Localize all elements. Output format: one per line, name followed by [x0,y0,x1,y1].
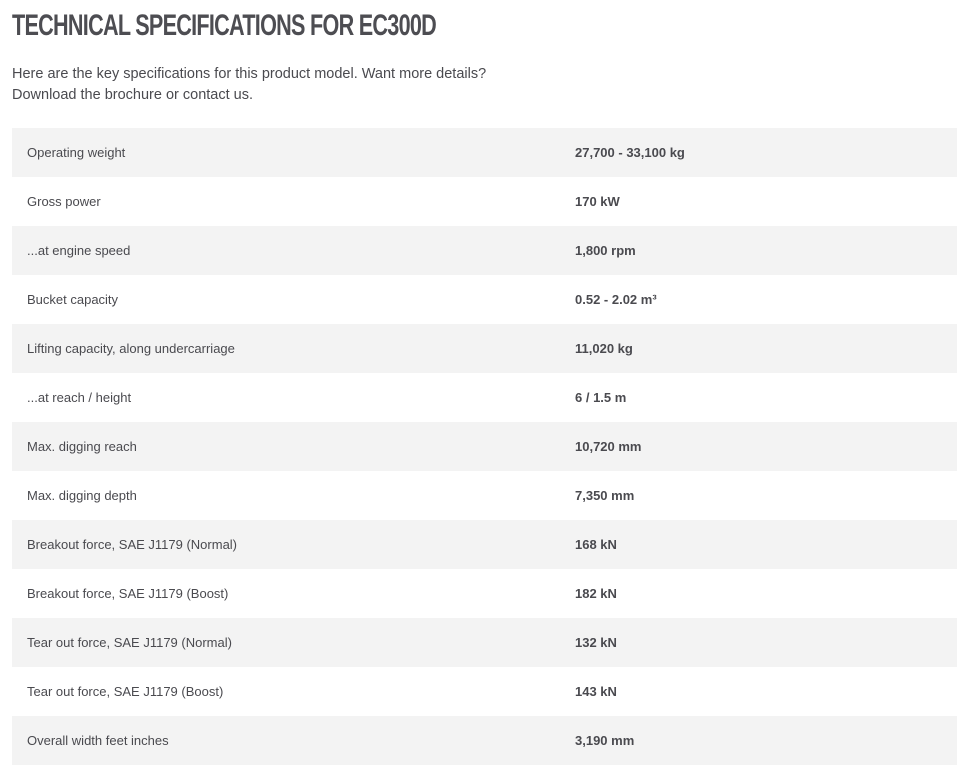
spec-value: 10,720 mm [575,439,642,454]
spec-row: Operating weight 27,700 - 33,100 kg [12,128,957,177]
spec-value: 168 kN [575,537,617,552]
spec-label: ...at engine speed [27,243,131,258]
spec-label: ...at reach / height [27,390,132,405]
spec-label: Breakout force, SAE J1179 (Boost) [27,586,229,601]
spec-value: 6 / 1.5 m [575,390,627,405]
spec-row: ...at reach / height 6 / 1.5 m [12,373,957,422]
spec-value: 132 kN [575,635,617,650]
spec-row: Max. digging reach 10,720 mm [12,422,957,471]
spec-row: Breakout force, SAE J1179 (Normal) 168 kN [12,520,957,569]
intro-line-1: Here are the key specifications for this… [12,66,487,82]
intro-line-2: Download the brochure or contact us. [12,87,253,103]
spec-value: 143 kN [575,684,617,699]
spec-value: 182 kN [575,586,617,601]
spec-label: Operating weight [27,145,126,160]
spec-label: Tear out force, SAE J1179 (Boost) [27,684,224,699]
spec-row: Gross power 170 kW [12,177,957,226]
spec-value: 3,190 mm [575,733,635,748]
spec-value: 1,800 rpm [575,243,636,258]
spec-value: 7,350 mm [575,488,635,503]
spec-label: Tear out force, SAE J1179 (Normal) [27,635,232,650]
spec-row: Bucket capacity 0.52 - 2.02 m³ [12,275,957,324]
spec-label: Bucket capacity [27,292,119,307]
spec-value: 27,700 - 33,100 kg [575,145,685,160]
spec-row: ...at engine speed 1,800 rpm [12,226,957,275]
spec-label: Gross power [27,194,101,209]
spec-value: 0.52 - 2.02 m³ [575,292,657,307]
spec-label: Max. digging reach [27,439,137,454]
spec-row: Tear out force, SAE J1179 (Boost) 143 kN [12,667,957,716]
spec-label: Overall width feet inches [27,733,169,748]
spec-value: 11,020 kg [575,341,633,356]
spec-row: Overall width feet inches 3,190 mm [12,716,957,765]
spec-label: Max. digging depth [27,488,137,503]
spec-value: 170 kW [575,194,620,209]
spec-table: Operating weight 27,700 - 33,100 kg Gross … [12,128,957,765]
spec-row: Lifting capacity, along undercarriage 11,… [12,324,957,373]
spec-row: Tear out force, SAE J1179 (Normal) 132 kN [12,618,957,667]
spec-row: Breakout force, SAE J1179 (Boost) 182 kN [12,569,957,618]
spec-label: Lifting capacity, along undercarriage [27,341,235,356]
spec-row: Max. digging depth 7,350 mm [12,471,957,520]
spec-label: Breakout force, SAE J1179 (Normal) [27,537,238,552]
intro-text: Here are the key specifications for this… [12,64,532,106]
page-title: TECHNICAL SPECIFICATIONS FOR EC300D [12,9,437,42]
